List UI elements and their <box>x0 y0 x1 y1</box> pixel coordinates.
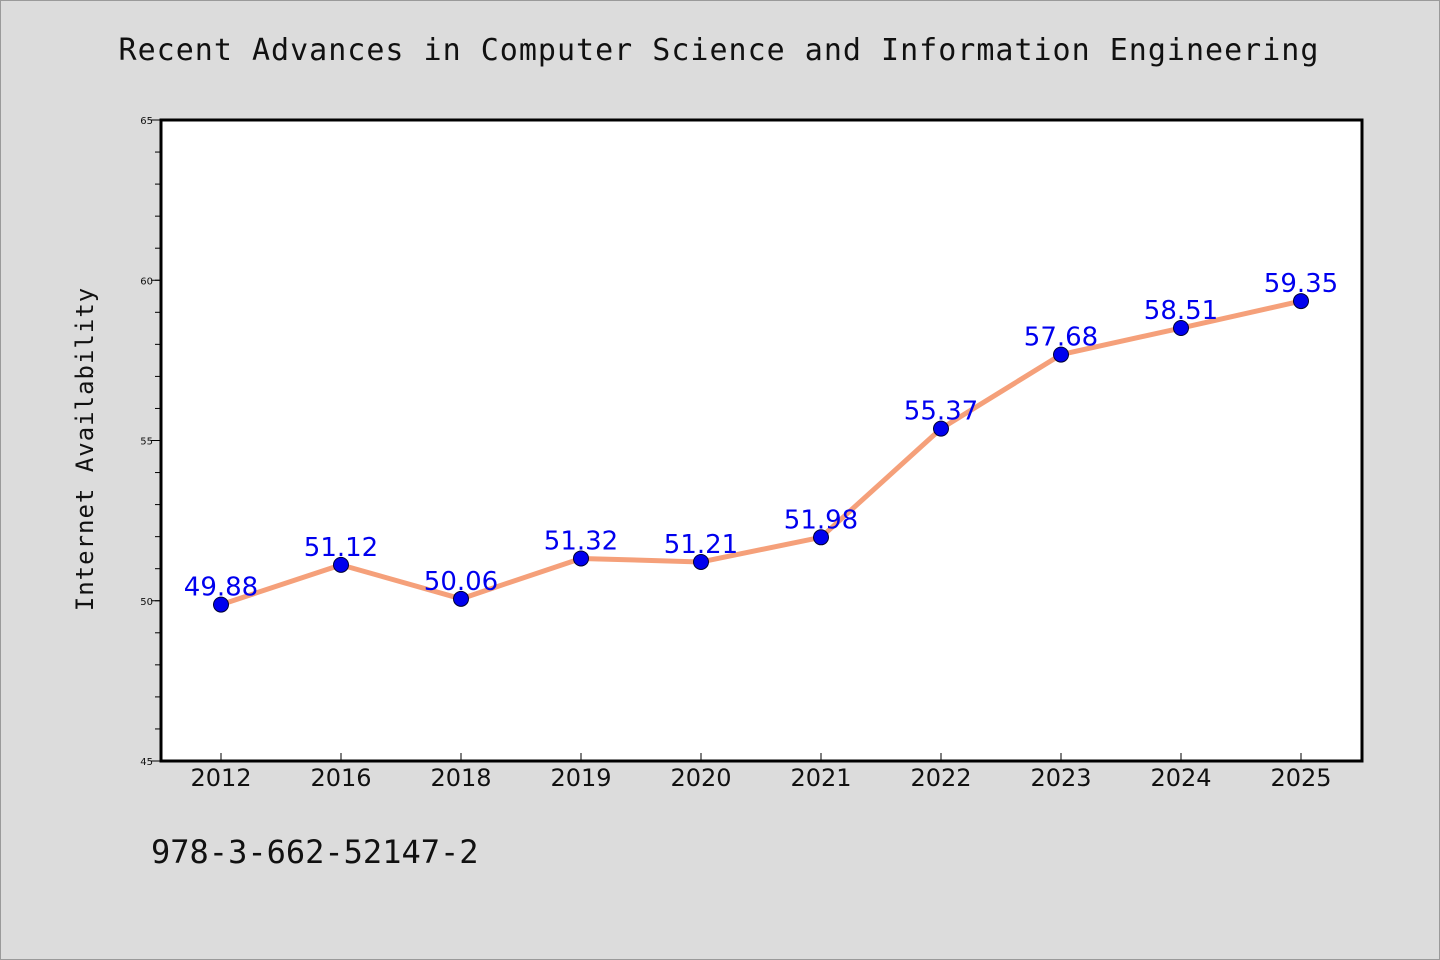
data-point-marker <box>1053 346 1069 363</box>
x-tick-label: 2020 <box>670 764 731 792</box>
x-tick-label: 2022 <box>910 764 971 792</box>
data-label: 51.21 <box>664 530 738 560</box>
data-markers <box>213 293 1309 613</box>
x-tick-label: 2019 <box>550 764 611 792</box>
x-tick-label: 2012 <box>190 764 251 792</box>
data-label: 51.98 <box>784 505 858 535</box>
data-point-marker <box>1173 320 1189 337</box>
y-tick-label: 65 <box>140 116 153 127</box>
y-axis-label: Internet Availability <box>71 287 99 611</box>
x-tick-label: 2016 <box>310 764 371 792</box>
data-point-marker <box>813 529 829 546</box>
x-tick-label: 2023 <box>1030 764 1091 792</box>
data-point-marker <box>453 590 469 607</box>
series-line <box>218 298 1304 608</box>
data-label: 59.35 <box>1264 269 1338 299</box>
data-point-marker <box>333 556 349 573</box>
x-tick-label: 2025 <box>1270 764 1331 792</box>
data-label: 55.37 <box>904 397 978 427</box>
x-tick-label: 2024 <box>1150 764 1211 792</box>
chart-title: Recent Advances in Computer Science and … <box>118 33 1320 68</box>
data-point-marker <box>213 596 229 613</box>
data-point-marker <box>1293 293 1309 310</box>
data-label: 51.12 <box>304 533 378 563</box>
x-axis-ticks: 2012 2016 2018 2019 2020 2021 2022 2023 2024 2025 <box>190 753 1332 792</box>
data-label: 50.06 <box>424 567 498 597</box>
y-axis-ticks: 45 50 55 60 65 <box>140 116 161 768</box>
data-label: 58.51 <box>1144 296 1218 326</box>
data-point-marker <box>693 553 709 570</box>
data-point-marker <box>573 550 589 567</box>
y-tick-label: 45 <box>140 757 153 768</box>
data-label: 49.88 <box>184 573 258 603</box>
data-label: 51.32 <box>544 526 618 556</box>
y-tick-label: 60 <box>140 276 153 287</box>
data-point-marker <box>933 420 949 437</box>
isbn-footer: 978-3-662-52147-2 <box>151 833 479 871</box>
plot-area <box>159 118 1364 763</box>
x-tick-label: 2021 <box>790 764 851 792</box>
data-label: 57.68 <box>1024 323 1098 353</box>
y-tick-label: 50 <box>140 597 153 608</box>
y-tick-label: 55 <box>140 437 153 448</box>
x-tick-label: 2018 <box>430 764 491 792</box>
data-labels: 49.88 51.12 50.06 51.32 51.21 51.98 55.37 57.68… <box>184 269 1338 603</box>
